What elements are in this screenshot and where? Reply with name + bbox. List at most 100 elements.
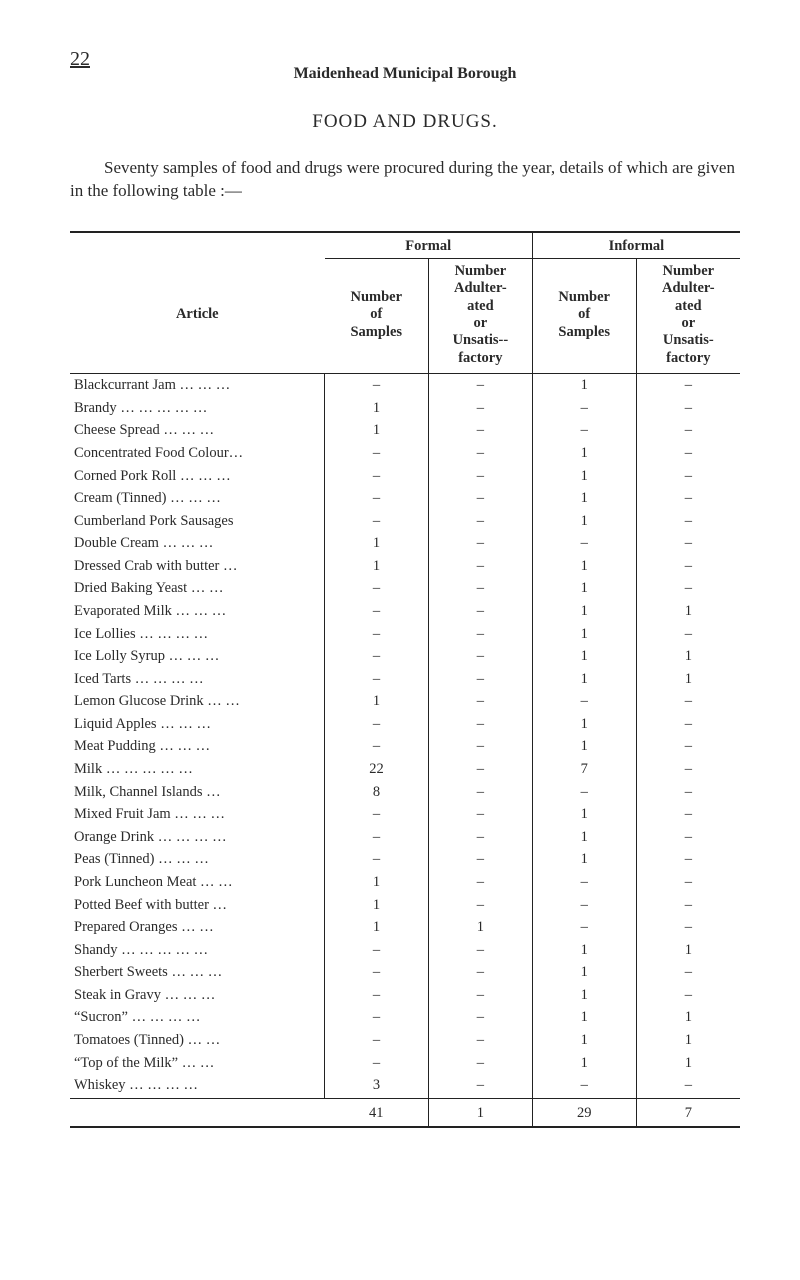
formal-samples-cell: – bbox=[325, 465, 429, 488]
leader-dots: … … … bbox=[163, 420, 214, 441]
article-name: Cream (Tinned) bbox=[74, 490, 170, 506]
formal-samples-cell: 1 bbox=[325, 690, 429, 713]
informal-adult-cell: – bbox=[636, 555, 740, 578]
formal-adult-cell: 1 bbox=[428, 916, 532, 939]
informal-adult-cell: – bbox=[636, 871, 740, 894]
formal-adult-cell: – bbox=[428, 781, 532, 804]
informal-adult-cell: 1 bbox=[636, 600, 740, 623]
article-name: Potted Beef with butter bbox=[74, 897, 213, 913]
article-name: Brandy bbox=[74, 400, 120, 416]
table-row: Potted Beef with butter …1––– bbox=[70, 894, 740, 917]
informal-adult-cell: 1 bbox=[636, 1029, 740, 1052]
formal-adult-cell: – bbox=[428, 826, 532, 849]
formal-samples-cell: – bbox=[325, 826, 429, 849]
informal-samples-cell: – bbox=[532, 781, 636, 804]
informal-samples-cell: 1 bbox=[532, 1029, 636, 1052]
formal-adult-cell: – bbox=[428, 510, 532, 533]
formal-adult-cell: – bbox=[428, 1029, 532, 1052]
article-cell: Iced Tarts … … … … bbox=[70, 668, 325, 691]
leader-dots: … … … bbox=[169, 646, 220, 667]
informal-samples-cell: 7 bbox=[532, 758, 636, 781]
table-row: Ice Lollies … … … …––1– bbox=[70, 623, 740, 646]
leader-dots: … … … … bbox=[158, 827, 227, 848]
formal-samples-cell: 22 bbox=[325, 758, 429, 781]
leader-dots: … … bbox=[188, 1030, 221, 1051]
article-name: Cheese Spread bbox=[74, 422, 163, 438]
informal-samples-cell: 1 bbox=[532, 961, 636, 984]
table-row: Orange Drink … … … …––1– bbox=[70, 826, 740, 849]
formal-samples-cell: 1 bbox=[325, 532, 429, 555]
formal-samples-cell: 1 bbox=[325, 555, 429, 578]
informal-samples-cell: 1 bbox=[532, 984, 636, 1007]
article-name: Sherbert Sweets bbox=[74, 964, 171, 980]
article-cell: Peas (Tinned) … … … bbox=[70, 848, 325, 871]
informal-adult-cell: – bbox=[636, 465, 740, 488]
table-row: Prepared Oranges … …11–– bbox=[70, 916, 740, 939]
formal-adult-cell: – bbox=[428, 600, 532, 623]
leader-dots: … … … bbox=[159, 736, 210, 757]
table-row: Pork Luncheon Meat … …1––– bbox=[70, 871, 740, 894]
formal-samples-cell: – bbox=[325, 1052, 429, 1075]
table-row: Mixed Fruit Jam … … …––1– bbox=[70, 803, 740, 826]
article-cell: Brandy … … … … … bbox=[70, 397, 325, 420]
formal-samples-cell: – bbox=[325, 510, 429, 533]
column-header-row: Article NumberofSamples NumberAdulter-at… bbox=[70, 258, 740, 373]
informal-samples-cell: 1 bbox=[532, 510, 636, 533]
informal-samples-cell: 1 bbox=[532, 1006, 636, 1029]
informal-adult-cell: – bbox=[636, 1074, 740, 1098]
leader-dots: … … bbox=[200, 872, 233, 893]
page: 22 Maidenhead Municipal Borough FOOD AND… bbox=[0, 0, 800, 1280]
article-name: Milk, Channel Islands bbox=[74, 784, 206, 800]
informal-samples-cell: 1 bbox=[532, 939, 636, 962]
leader-dots: … … … … … bbox=[120, 398, 207, 419]
informal-samples-cell: 1 bbox=[532, 713, 636, 736]
leader-dots: … … … bbox=[160, 714, 211, 735]
formal-adult-cell: – bbox=[428, 803, 532, 826]
informal-samples-cell: 1 bbox=[532, 645, 636, 668]
article-cell: Cream (Tinned) … … … bbox=[70, 487, 325, 510]
table-row: Lemon Glucose Drink … …1––– bbox=[70, 690, 740, 713]
article-name: Evaporated Milk bbox=[74, 603, 175, 619]
leader-dots: … … … … bbox=[132, 1007, 201, 1028]
article-name: Corned Pork Roll bbox=[74, 468, 180, 484]
article-cell: Corned Pork Roll … … … bbox=[70, 465, 325, 488]
leader-dots: … … … bbox=[158, 849, 209, 870]
formal-samples-cell: 3 bbox=[325, 1074, 429, 1098]
formal-adult-cell: – bbox=[428, 939, 532, 962]
table-row: Brandy … … … … …1––– bbox=[70, 397, 740, 420]
informal-samples-cell: – bbox=[532, 871, 636, 894]
table-row: Cheese Spread … … …1––– bbox=[70, 419, 740, 442]
formal-samples-cell: 1 bbox=[325, 894, 429, 917]
formal-adult-cell: – bbox=[428, 577, 532, 600]
formal-adult-cell: – bbox=[428, 555, 532, 578]
informal-samples-cell: – bbox=[532, 419, 636, 442]
informal-adult-cell: – bbox=[636, 961, 740, 984]
article-name: Mixed Fruit Jam bbox=[74, 806, 174, 822]
table-body: Blackcurrant Jam … … …––1–Brandy … … … …… bbox=[70, 374, 740, 1099]
formal-adult-cell: – bbox=[428, 532, 532, 555]
leader-dots: … … bbox=[191, 578, 224, 599]
formal-adult-cell: – bbox=[428, 1006, 532, 1029]
informal-adult-cell: – bbox=[636, 848, 740, 871]
formal-samples-cell: – bbox=[325, 668, 429, 691]
formal-samples-cell: – bbox=[325, 600, 429, 623]
informal-samples-cell: 1 bbox=[532, 600, 636, 623]
informal-samples-cell: 1 bbox=[532, 668, 636, 691]
leader-dots: … … … bbox=[174, 804, 225, 825]
article-cell: Prepared Oranges … … bbox=[70, 916, 325, 939]
article-cell: Pork Luncheon Meat … … bbox=[70, 871, 325, 894]
leader-dots: … … bbox=[181, 917, 214, 938]
informal-samples-cell: – bbox=[532, 894, 636, 917]
formal-adult-cell: – bbox=[428, 623, 532, 646]
informal-adult-cell: – bbox=[636, 510, 740, 533]
informal-samples-cell: 1 bbox=[532, 577, 636, 600]
leader-dots: … … … … … bbox=[106, 759, 193, 780]
informal-adult-cell: – bbox=[636, 374, 740, 397]
article-cell: Blackcurrant Jam … … … bbox=[70, 374, 325, 397]
formal-adult-cell: – bbox=[428, 397, 532, 420]
formal-samples-cell: – bbox=[325, 939, 429, 962]
informal-adult-cell: – bbox=[636, 803, 740, 826]
informal-samples-cell: 1 bbox=[532, 487, 636, 510]
article-cell: Dressed Crab with butter … bbox=[70, 555, 325, 578]
article-cell: Liquid Apples … … … bbox=[70, 713, 325, 736]
